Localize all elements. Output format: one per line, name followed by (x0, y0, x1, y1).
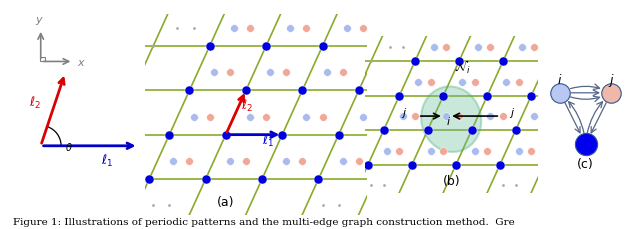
Bar (40, 57, 45, 61)
Text: $\ell_2$: $\ell_2$ (241, 98, 253, 114)
Text: (a): (a) (217, 196, 234, 209)
Text: $\ell_1$: $\ell_1$ (262, 133, 274, 149)
Text: $\theta$: $\theta$ (65, 141, 73, 153)
Text: $y$: $y$ (35, 15, 44, 27)
Text: (c): (c) (577, 158, 594, 171)
Text: $\mathcal{N}_i$: $\mathcal{N}_i$ (454, 59, 471, 76)
Text: $\ell_2$: $\ell_2$ (29, 95, 42, 111)
Text: (b): (b) (442, 175, 460, 188)
Ellipse shape (421, 86, 481, 152)
Text: $j$: $j$ (608, 72, 614, 89)
Text: $x$: $x$ (77, 58, 86, 68)
Text: $\ell_1$: $\ell_1$ (101, 153, 113, 169)
Text: $j$: $j$ (401, 106, 407, 120)
Text: $j$: $j$ (509, 106, 516, 120)
Text: Figure 1: Illustrations of periodic patterns and the multi-edge graph constructi: Figure 1: Illustrations of periodic patt… (13, 218, 515, 227)
Text: $i$: $i$ (445, 115, 451, 128)
Text: $i$: $i$ (557, 73, 563, 87)
